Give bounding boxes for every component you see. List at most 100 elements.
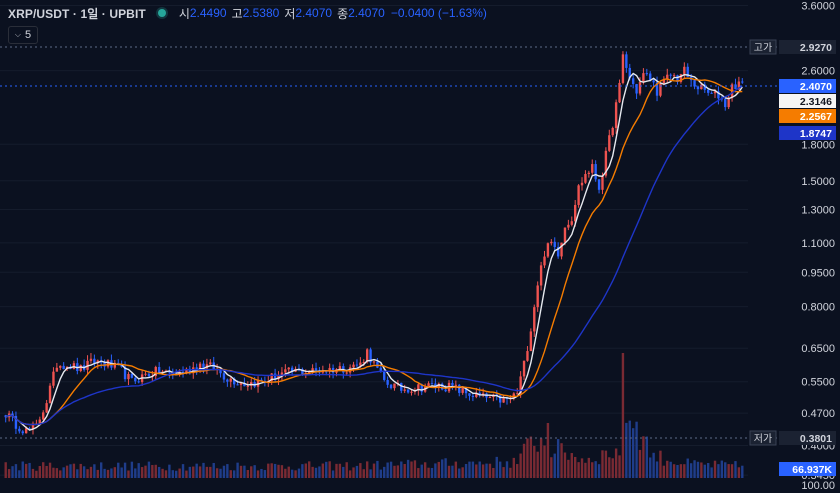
open-value: 2.4490 xyxy=(189,6,227,20)
candle-body xyxy=(686,66,689,77)
marker-label: 저가 xyxy=(754,433,772,445)
volume-bar xyxy=(717,464,720,478)
volume-bar xyxy=(239,465,243,478)
candle-body xyxy=(59,365,62,368)
open-label: 시 xyxy=(178,6,190,21)
volume-bar xyxy=(389,461,393,478)
volume-bar xyxy=(655,461,659,478)
candle-body xyxy=(461,387,464,393)
volume-bar xyxy=(188,466,192,478)
volume-bar xyxy=(72,463,76,478)
volume-bar xyxy=(151,465,154,478)
y-tick-label: 0.8000 xyxy=(801,302,835,314)
volume-bar xyxy=(106,469,110,478)
price-marker-box xyxy=(779,126,836,140)
candle-body xyxy=(42,412,45,420)
volume-bar xyxy=(485,463,488,478)
volume-bar xyxy=(393,465,396,478)
candle-body xyxy=(4,415,7,418)
price-marker-value: 2.9270 xyxy=(800,42,832,54)
volume-bar xyxy=(267,463,270,478)
candle-body xyxy=(703,84,706,90)
candle-body xyxy=(48,385,52,404)
symbol-title[interactable]: XRP/USDT · 1일 · UPBIT xyxy=(8,6,146,21)
volume-bar xyxy=(69,464,72,478)
chevron-down-icon: ⌵ xyxy=(14,30,21,39)
volume-bar xyxy=(253,465,256,478)
candle-body xyxy=(188,368,192,374)
volume-bar xyxy=(522,443,526,478)
candle-body xyxy=(379,367,383,372)
volume-bar xyxy=(215,468,219,478)
indicator-toggle-button[interactable]: ⌵ 5 xyxy=(8,26,38,44)
volume-bar xyxy=(76,469,79,478)
volume-bar xyxy=(297,468,301,478)
volume-bar xyxy=(59,470,62,478)
volume-bar xyxy=(209,466,212,478)
candle-body xyxy=(522,360,526,377)
candle-body xyxy=(62,365,65,369)
volume-bar xyxy=(226,464,229,478)
volume-bar xyxy=(533,445,536,478)
candle-body xyxy=(229,378,232,382)
volume-bar xyxy=(198,466,202,478)
candle-body xyxy=(96,360,99,363)
volume-bar xyxy=(468,461,471,478)
volume-bar xyxy=(427,467,430,478)
candle-body xyxy=(710,92,713,94)
volume-bar xyxy=(55,468,59,478)
volume-bar xyxy=(7,469,11,478)
candle-body xyxy=(645,73,649,75)
volume-bar xyxy=(359,463,362,478)
volume-bar xyxy=(434,463,437,478)
candle-body xyxy=(406,389,410,393)
candle-body xyxy=(256,379,260,387)
candle-body xyxy=(427,383,430,387)
volume-bar xyxy=(38,466,41,478)
candle-body xyxy=(21,431,24,434)
volume-bar xyxy=(290,469,294,478)
candle-body xyxy=(713,91,717,94)
volume-bar xyxy=(577,462,580,478)
volume-bar xyxy=(31,468,35,478)
candle-body xyxy=(638,82,642,94)
price-marker-box xyxy=(779,94,836,108)
volume-bar xyxy=(178,468,181,478)
volume-bar xyxy=(662,465,666,478)
marker-label-box xyxy=(749,430,777,446)
volume-bar xyxy=(287,466,290,478)
volume-bar xyxy=(250,466,253,478)
candle-body xyxy=(198,363,202,371)
candle-body xyxy=(232,378,236,385)
volume-bar xyxy=(86,469,89,478)
volume-bar xyxy=(236,462,239,478)
candle-body xyxy=(410,391,413,393)
candle-body xyxy=(144,373,147,375)
candle-body xyxy=(741,81,744,83)
volume-bar xyxy=(277,464,280,478)
candle-body xyxy=(597,179,601,190)
volume-bar xyxy=(308,461,311,478)
candle-body xyxy=(594,164,597,180)
volume-bar xyxy=(621,353,625,478)
candle-body xyxy=(181,371,185,374)
candle-body xyxy=(601,175,604,190)
candle-body xyxy=(567,224,570,228)
price-marker-box xyxy=(779,40,836,54)
volume-bar xyxy=(710,467,713,478)
candle-body xyxy=(727,97,730,108)
candle-body xyxy=(441,383,444,390)
volume-bar xyxy=(325,461,328,478)
high-label: 고 xyxy=(231,6,243,21)
candle-body xyxy=(185,368,188,374)
price-marker-box xyxy=(779,79,836,93)
price-axis[interactable]: 3.6000 2.6000 1.8000 1.5000 1.3000 1.1000 0.95… xyxy=(801,0,835,492)
moving-averages xyxy=(5,72,743,431)
candle-body xyxy=(444,389,447,392)
volume-bar xyxy=(185,470,188,478)
volume-bar xyxy=(553,453,556,478)
candle-body xyxy=(120,364,123,367)
volume-bar xyxy=(492,467,495,478)
candle-body xyxy=(652,80,655,83)
